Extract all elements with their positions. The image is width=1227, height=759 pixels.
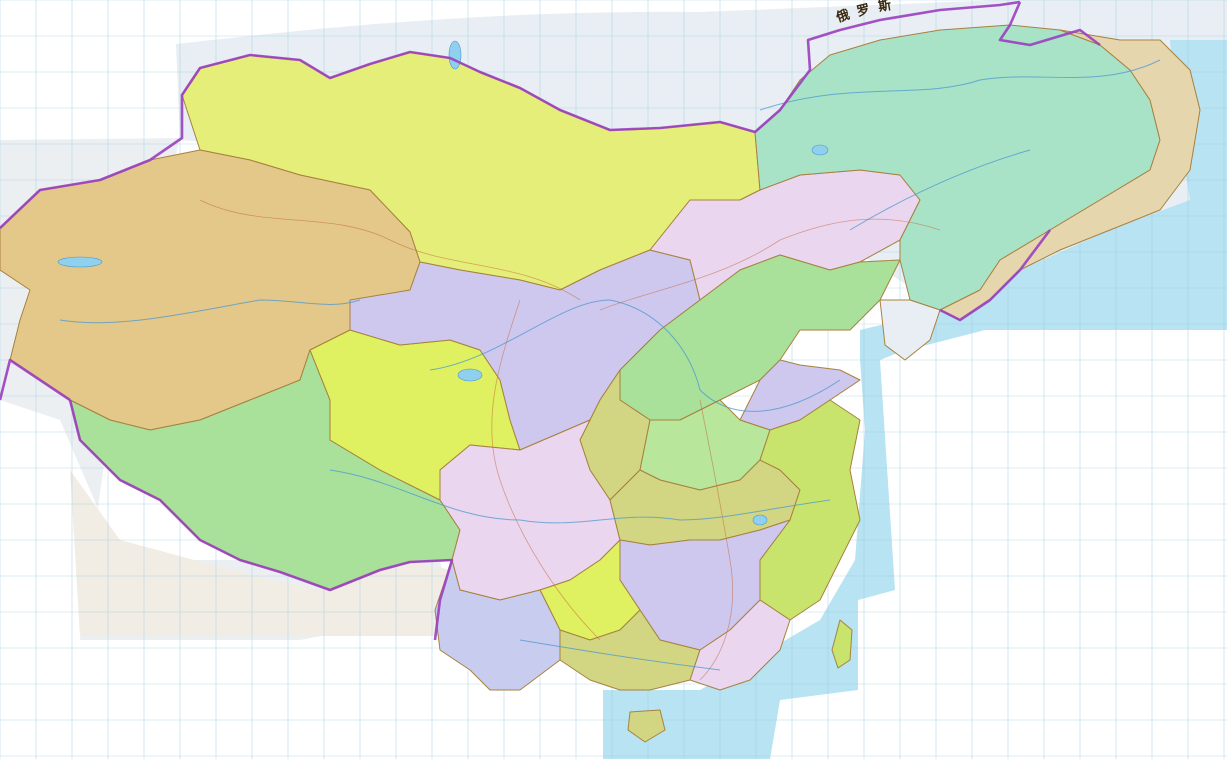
region-guangdong[interactable] bbox=[689, 599, 791, 691]
label-russia-char-2: 罗 bbox=[855, 2, 871, 20]
sea-east bbox=[603, 200, 1227, 759]
lake-baikal bbox=[448, 40, 462, 70]
river-tarim bbox=[59, 299, 361, 324]
region-korea[interactable] bbox=[879, 299, 941, 361]
foreign-land-southwest bbox=[70, 470, 452, 636]
lake-hulun bbox=[811, 144, 829, 156]
road-2 bbox=[599, 218, 941, 311]
roads-layer bbox=[199, 199, 941, 681]
country-label-russia: 俄 罗 斯 bbox=[833, 0, 892, 26]
lake-poyang bbox=[752, 514, 768, 526]
road-1 bbox=[199, 199, 581, 301]
region-taiwan[interactable] bbox=[831, 619, 853, 669]
international-border bbox=[0, 0, 1101, 641]
region-yunnan[interactable] bbox=[434, 559, 561, 691]
regions-layer bbox=[0, 24, 1201, 743]
lake-qinghai bbox=[457, 368, 483, 382]
label-russia-char-1: 俄 bbox=[833, 7, 851, 27]
road-4 bbox=[491, 299, 601, 641]
rivers-layer bbox=[59, 59, 1161, 671]
international-border-west bbox=[0, 358, 71, 402]
river-yellow bbox=[429, 299, 841, 412]
river-pearl bbox=[519, 639, 721, 671]
label-russia-char-3: 斯 bbox=[877, 0, 893, 15]
region-hainan[interactable] bbox=[627, 709, 666, 743]
river-amur bbox=[759, 59, 1161, 111]
road-3 bbox=[699, 399, 734, 681]
region-jiangnan[interactable] bbox=[759, 399, 861, 621]
lake-balkhash bbox=[57, 256, 103, 268]
river-yangtze bbox=[329, 469, 831, 524]
